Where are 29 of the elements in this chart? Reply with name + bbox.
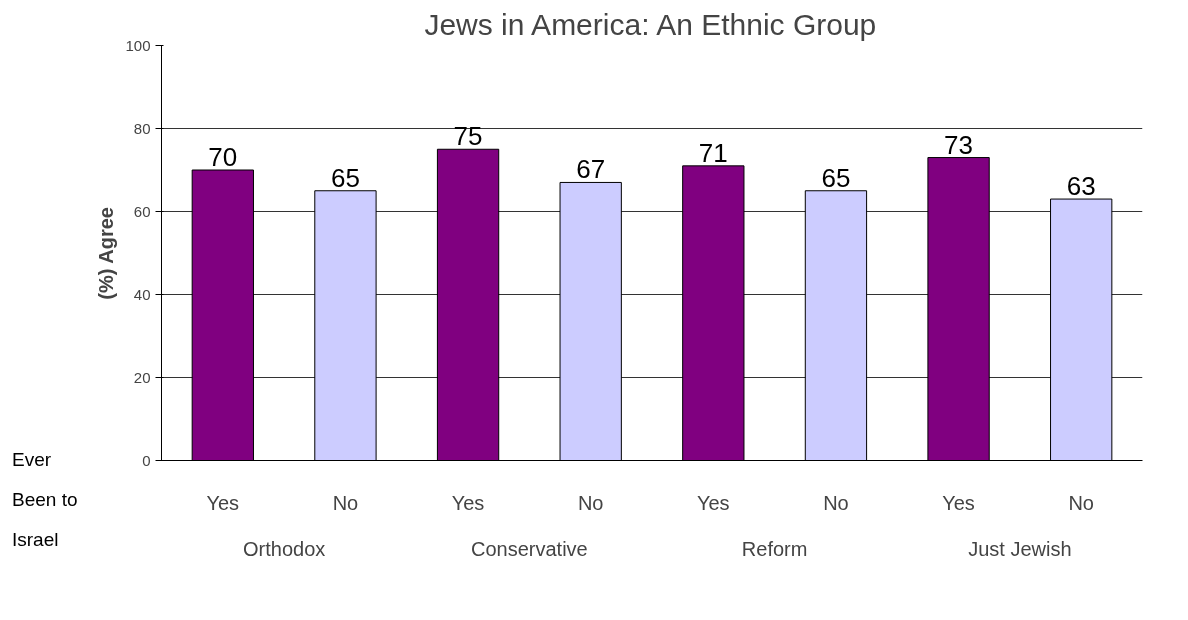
chart-title: Jews in America: An Ethnic Group [424, 7, 877, 41]
data-label: 63 [1066, 171, 1096, 202]
y-tick-label: 60 [133, 202, 151, 220]
x-tick-label: No [332, 491, 359, 514]
x-tick-label: No [1068, 491, 1094, 514]
data-label: 65 [330, 162, 360, 193]
x-tick-label: Yes [451, 491, 485, 514]
data-label: 67 [576, 154, 606, 185]
x-tick-label: No [577, 491, 604, 514]
y-axis-title: (%) Agree [95, 207, 118, 300]
text: Reform [741, 537, 808, 560]
text: Conservative [471, 537, 588, 560]
data-label: 71 [698, 137, 728, 168]
x-tick-label: Yes [206, 491, 240, 514]
y-tick-label: 40 [133, 285, 151, 303]
x-tick-label: Yes [942, 491, 975, 514]
data-label: 75 [453, 121, 483, 152]
text: Orthodox [242, 537, 326, 560]
x-axis-title: Ever Been to Israel [12, 448, 78, 552]
y-tick-label: 20 [133, 368, 151, 386]
x-tick-label: No [823, 491, 849, 514]
y-tick-label: 100 [125, 36, 151, 54]
data-label: 70 [208, 142, 238, 172]
data-label: 73 [944, 129, 974, 160]
y-tick-label: 80 [133, 119, 151, 137]
text: Just Jewish [968, 537, 1072, 560]
y-tick-label: 0 [142, 451, 151, 469]
x-tick-label: Yes [697, 491, 730, 514]
data-label: 65 [821, 162, 851, 193]
